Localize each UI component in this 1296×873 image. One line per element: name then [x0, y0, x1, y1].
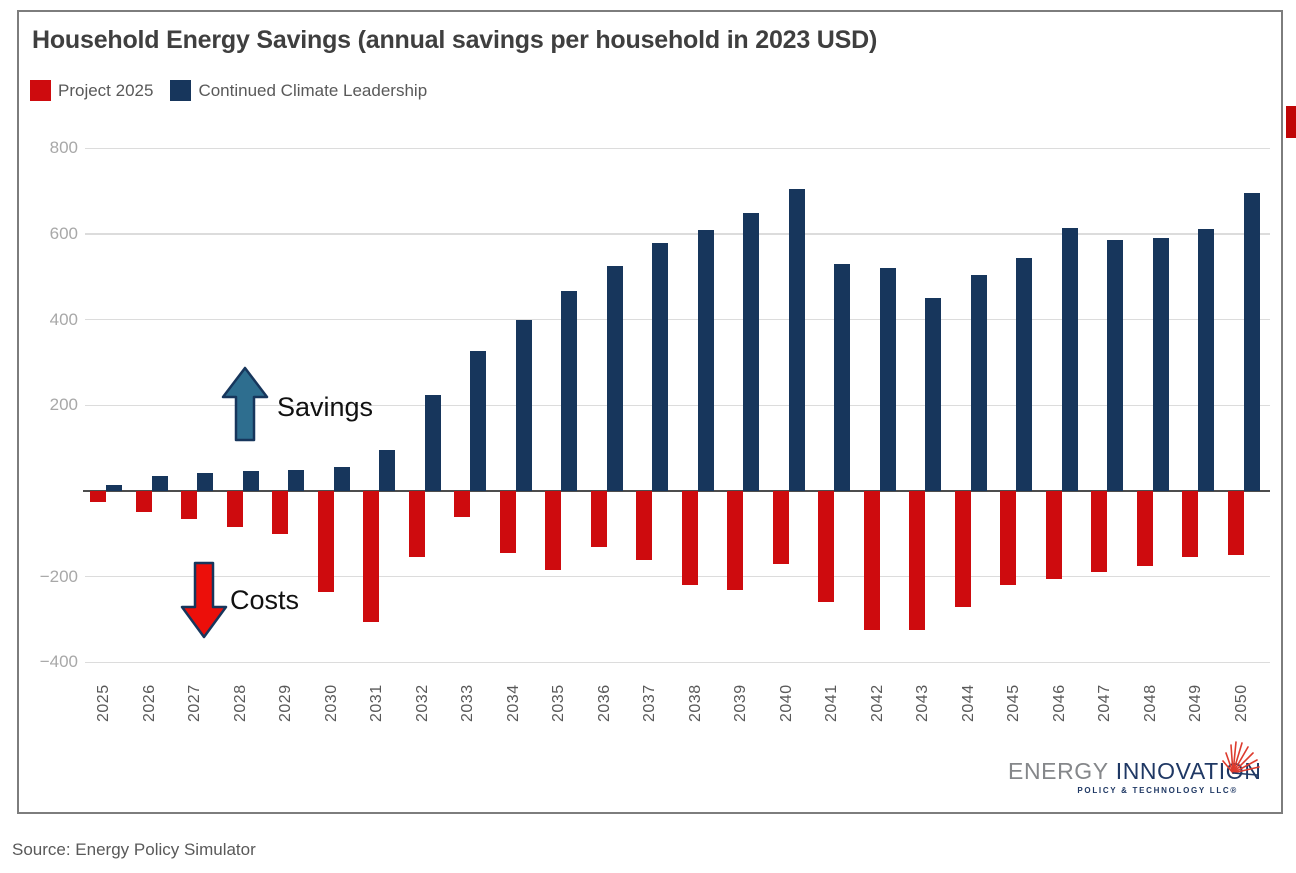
savings-label: Savings — [277, 392, 374, 422]
legend-item-project-2025: Project 2025 — [30, 80, 153, 101]
savings-arrow-icon — [221, 366, 269, 442]
chart-border-box — [17, 10, 1283, 814]
legend: Project 2025 Continued Climate Leadershi… — [30, 80, 427, 101]
logo-wordmark: ENERGY INNOVATION — [1008, 758, 1261, 785]
energy-innovation-logo: ENERGY INNOVATION POLICY & TECHNOLOGY LL… — [1008, 758, 1261, 795]
legend-label-continued-climate-leadership: Continued Climate Leadership — [198, 80, 428, 100]
costs-arrow-icon — [180, 561, 228, 639]
legend-label-project-2025: Project 2025 — [58, 80, 154, 100]
red-edge-mark — [1286, 106, 1296, 138]
chart-title: Household Energy Savings (annual savings… — [32, 26, 878, 54]
legend-swatch-project-2025 — [30, 80, 51, 101]
logo-subtitle: POLICY & TECHNOLOGY LLC® — [1077, 786, 1238, 795]
legend-item-continued-climate-leadership: Continued Climate Leadership — [170, 80, 427, 101]
costs-label: Costs — [230, 585, 300, 615]
legend-swatch-continued-climate-leadership — [170, 80, 192, 101]
logo-starburst-icon — [1222, 741, 1260, 776]
logo-energy-text: ENERGY — [1008, 758, 1109, 784]
source-text: Source: Energy Policy Simulator — [12, 840, 256, 859]
